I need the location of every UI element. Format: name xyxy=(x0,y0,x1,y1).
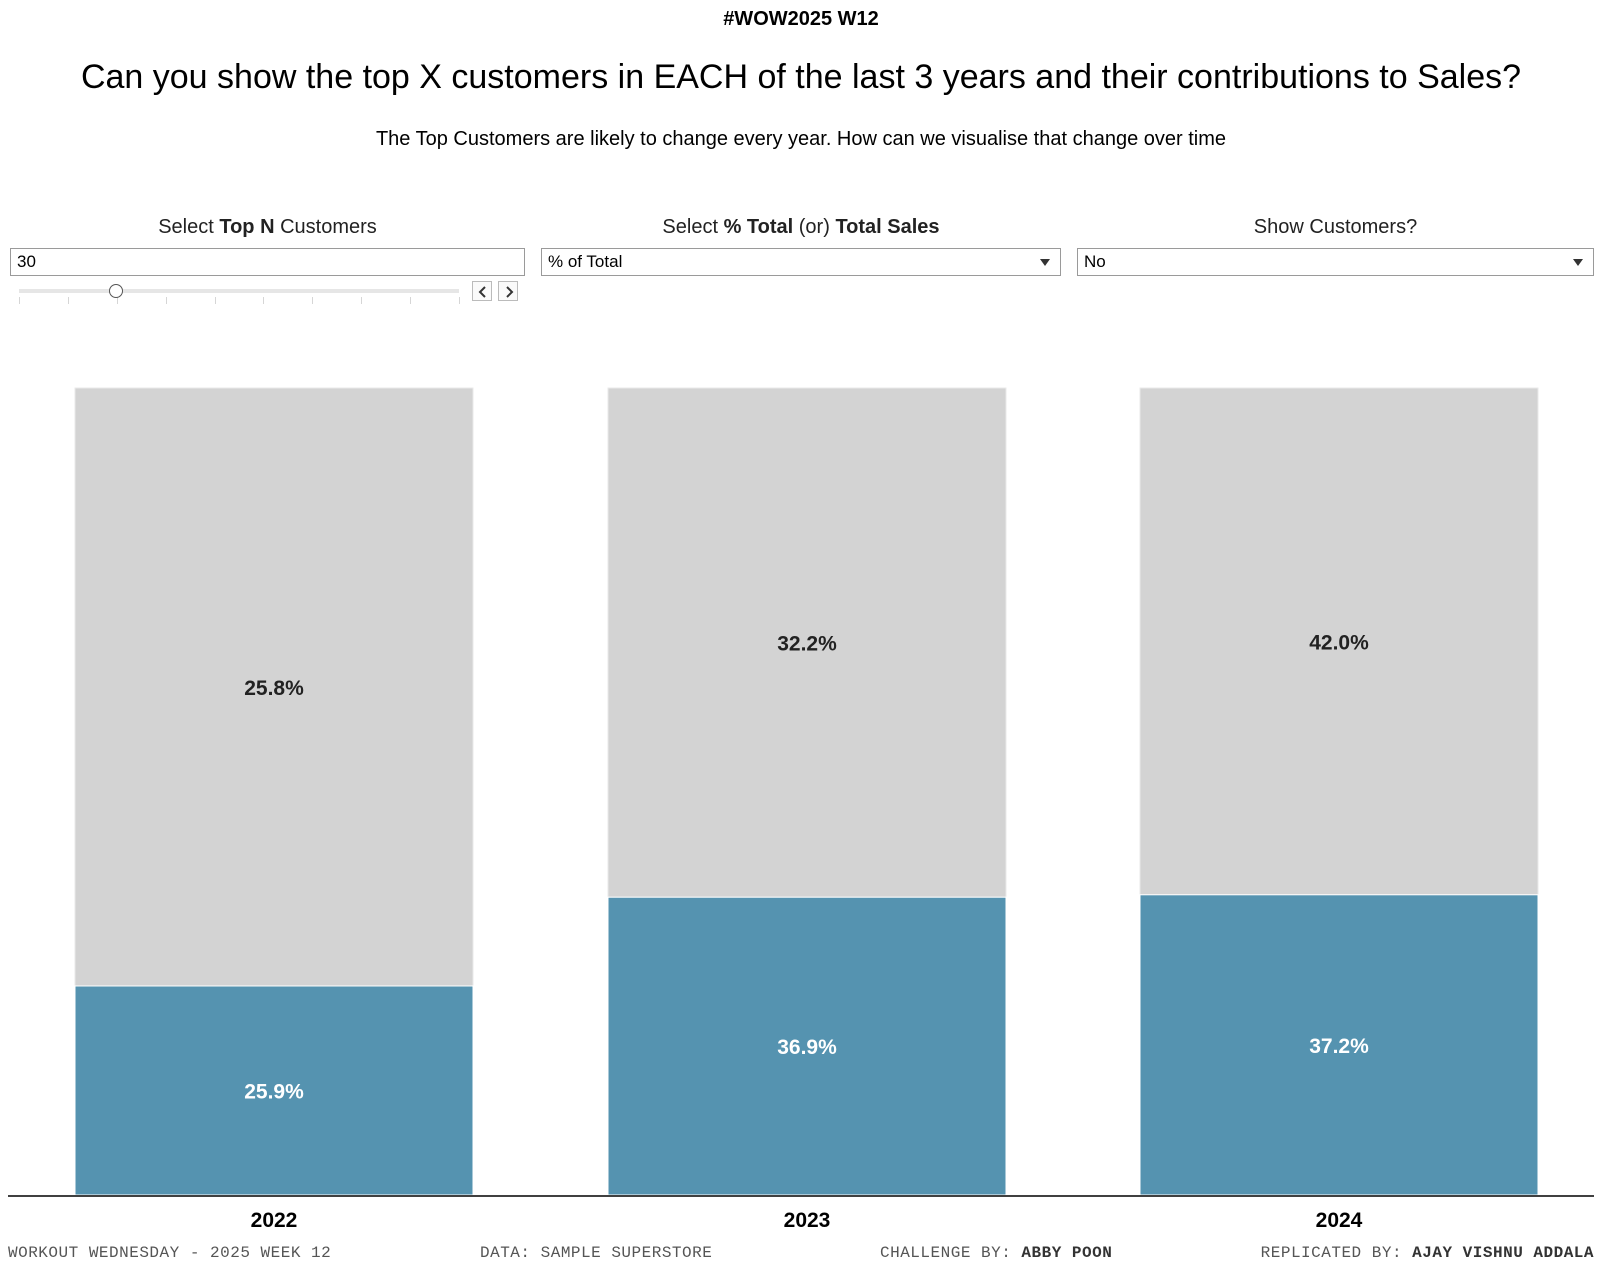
slider-tick xyxy=(410,297,412,304)
data-label-rest-2023: 32.2% xyxy=(777,633,837,656)
show-customers-label: Show Customers? xyxy=(1253,216,1418,238)
hashtag-title: #WOW2025 W12 xyxy=(723,8,879,30)
slider-tick xyxy=(214,297,216,304)
slider-tick xyxy=(165,297,167,304)
slider-tick xyxy=(116,297,118,304)
chevron-down-icon xyxy=(1040,259,1050,266)
slider-tick xyxy=(19,297,20,304)
footer-replicated-label: REPLICATED BY: xyxy=(1260,1244,1413,1262)
slider-tick xyxy=(312,297,314,304)
chevron-right-icon xyxy=(506,286,514,298)
measure-label-bold1: % Total xyxy=(723,216,794,238)
top-n-label: Select Top N Customers xyxy=(10,216,525,239)
slider-tick xyxy=(67,297,69,304)
footer-challenge-name: ABBY POON xyxy=(1021,1244,1113,1262)
bar-rest-2024[interactable] xyxy=(1139,387,1539,896)
slider-tick xyxy=(459,297,460,304)
bar-top-customers-2024[interactable] xyxy=(1139,894,1539,1196)
page-title: Can you show the top X customers in EACH… xyxy=(80,58,1522,96)
data-label-top-2023: 36.9% xyxy=(777,1036,837,1059)
footer-challenge: CHALLENGE BY: ABBY POON xyxy=(880,1244,1112,1262)
bar-top-customers-2023[interactable] xyxy=(607,896,1007,1196)
data-label-top-2024: 37.2% xyxy=(1309,1035,1369,1058)
footer-replicated-name: AJAY VISHNU ADDALA xyxy=(1412,1244,1594,1262)
slider-tick xyxy=(263,297,265,304)
footer-data-source: DATA: SAMPLE SUPERSTORE xyxy=(480,1244,713,1262)
footer-workout: WORKOUT WEDNESDAY - 2025 WEEK 12 xyxy=(8,1244,332,1262)
bar-rest-2023[interactable] xyxy=(607,387,1007,898)
data-label-top-2022: 25.9% xyxy=(244,1080,304,1103)
data-label-rest-2022: 25.8% xyxy=(244,677,304,700)
top-n-value: 30 xyxy=(17,252,36,271)
measure-label-pre: Select xyxy=(662,216,724,238)
increment-button[interactable] xyxy=(498,281,518,301)
measure-value: % of Total xyxy=(548,252,623,271)
page-subtitle: The Top Customers are likely to change e… xyxy=(375,128,1227,150)
measure-label-bold2: Total Sales xyxy=(835,216,940,238)
top-n-slider-handle[interactable] xyxy=(108,284,123,298)
top-n-label-bold: Top N xyxy=(219,216,275,238)
decrement-button[interactable] xyxy=(472,281,492,301)
footer-replicated: REPLICATED BY: AJAY VISHNU ADDALA xyxy=(1261,1244,1594,1262)
measure-label-mid: (or) xyxy=(793,216,836,238)
show-customers-value: No xyxy=(1084,252,1106,271)
bar-top-customers-2022[interactable] xyxy=(74,985,474,1196)
top-n-label-pre: Select xyxy=(158,216,220,238)
measure-label: Select % Total (or) Total Sales xyxy=(541,216,1061,239)
data-label-rest-2024: 42.0% xyxy=(1309,631,1369,654)
x-tick-label-2024: 2024 xyxy=(1316,1209,1363,1232)
top-n-slider-track[interactable] xyxy=(19,289,459,293)
chevron-left-icon xyxy=(478,286,486,298)
top-n-label-post: Customers xyxy=(274,216,377,238)
x-tick-label-2023: 2023 xyxy=(784,1209,831,1232)
show-customers-dropdown[interactable]: No xyxy=(1077,248,1594,276)
slider-tick xyxy=(361,297,363,304)
top-n-input[interactable]: 30 xyxy=(10,248,525,276)
measure-dropdown[interactable]: % of Total xyxy=(541,248,1061,276)
bar-rest-2022[interactable] xyxy=(74,387,474,987)
chevron-down-icon xyxy=(1573,259,1583,266)
x-tick-label-2022: 2022 xyxy=(251,1209,298,1232)
stacked-bar-chart: 25.8% 25.9% 2022 32.2% 36.9% 2023 42.0% 37.2% 20… xyxy=(8,387,1594,1232)
footer-challenge-label: CHALLENGE BY: xyxy=(880,1244,1022,1262)
